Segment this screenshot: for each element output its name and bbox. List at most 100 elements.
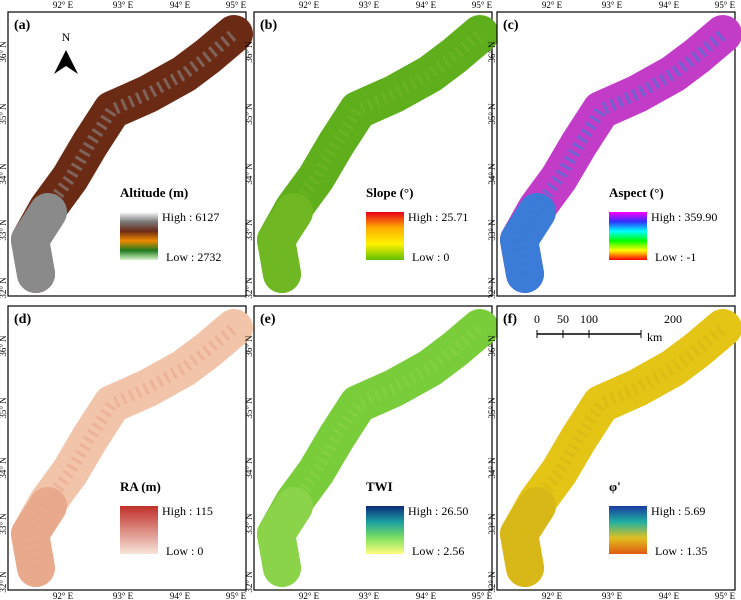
study-area-texture — [269, 323, 484, 570]
color-ramp — [120, 506, 158, 554]
legend-title: Aspect (°) — [609, 185, 664, 200]
panel-label: (d) — [14, 312, 31, 327]
lon-tick-label: 94° E — [416, 591, 437, 600]
color-ramp — [366, 212, 404, 260]
lat-tick-label: 36° N — [487, 335, 497, 357]
study-area-texture — [23, 323, 238, 570]
lon-tick-label: 93° E — [113, 591, 134, 600]
lon-tick-label: 94° E — [659, 591, 680, 600]
lat-tick-label: 32° N — [487, 277, 497, 299]
lat-tick-label: 34° N — [0, 163, 8, 185]
lon-tick-label: 95° E — [715, 0, 736, 10]
legend-title: TWI — [366, 479, 393, 494]
lon-tick-label: 95° E — [472, 591, 493, 600]
lon-tick-label: 92° E — [53, 0, 74, 10]
lon-tick-label: 95° E — [226, 0, 247, 10]
panel-label: (e) — [260, 312, 276, 327]
study-area-texture — [512, 29, 727, 276]
lat-tick-label: 34° N — [244, 163, 254, 185]
legend-low: Low : -1 — [655, 250, 696, 264]
lat-tick-label: 33° N — [0, 513, 8, 535]
legend-high: High : 115 — [162, 504, 213, 518]
scale-label: 0 — [534, 312, 540, 326]
panel-label: (f) — [503, 312, 517, 327]
study-area-texture — [269, 29, 484, 276]
lat-tick-label: 35° N — [244, 397, 254, 419]
legend-low: Low : 1.35 — [655, 544, 707, 558]
legend-high: High : 25.71 — [408, 210, 468, 224]
lat-tick-label: 34° N — [244, 457, 254, 479]
lat-tick-label: 33° N — [487, 219, 497, 241]
lat-tick-label: 32° N — [487, 571, 497, 593]
lon-tick-label: 92° E — [53, 591, 74, 600]
lon-tick-label: 94° E — [170, 591, 191, 600]
lat-tick-label: 35° N — [487, 397, 497, 419]
study-area-texture — [512, 323, 727, 570]
scale-label: 200 — [664, 312, 682, 326]
lat-tick-label: 32° N — [0, 571, 8, 593]
lat-tick-label: 34° N — [487, 163, 497, 185]
lat-tick-label: 33° N — [244, 513, 254, 535]
legend-low: Low : 0 — [412, 250, 449, 264]
lon-tick-label: 95° E — [472, 0, 493, 10]
legend-high: High : 359.90 — [651, 210, 717, 224]
color-ramp — [120, 212, 158, 260]
lat-tick-label: 35° N — [244, 103, 254, 125]
lat-tick-label: 36° N — [244, 41, 254, 63]
lon-tick-label: 94° E — [170, 0, 191, 10]
lat-tick-label: 35° N — [487, 103, 497, 125]
lat-tick-label: 33° N — [0, 219, 8, 241]
lat-tick-label: 32° N — [0, 277, 8, 299]
legend-low: Low : 0 — [166, 544, 203, 558]
lon-tick-label: 92° E — [299, 0, 320, 10]
lon-tick-label: 93° E — [359, 0, 380, 10]
lat-tick-label: 32° N — [244, 277, 254, 299]
lat-tick-label: 36° N — [0, 41, 8, 63]
lat-tick-label: 35° N — [0, 397, 8, 419]
lon-tick-label: 92° E — [542, 591, 563, 600]
lat-tick-label: 34° N — [487, 457, 497, 479]
scale-label: 100 — [580, 312, 598, 326]
legend-title: Altitude (m) — [120, 185, 188, 200]
north-arrow — [54, 50, 78, 74]
legend-high: High : 5.69 — [651, 504, 705, 518]
lon-tick-label: 93° E — [602, 591, 623, 600]
map-panel: (b) Slope (°) High : 25.71 Low : 0 92° E 93° … — [244, 0, 499, 299]
lon-tick-label: 92° E — [299, 591, 320, 600]
lon-tick-label: 95° E — [715, 591, 736, 600]
lon-tick-label: 92° E — [542, 0, 563, 10]
scale-label: 50 — [557, 312, 569, 326]
study-area-texture — [23, 29, 238, 276]
north-label: N — [62, 30, 71, 44]
legend-title: Slope (°) — [366, 185, 413, 200]
scale-unit: km — [647, 330, 663, 344]
lat-tick-label: 36° N — [0, 335, 8, 357]
lon-tick-label: 94° E — [659, 0, 680, 10]
panel-label: (a) — [14, 18, 31, 33]
lon-tick-label: 93° E — [602, 0, 623, 10]
panel-label: (c) — [503, 18, 519, 33]
lon-tick-label: 94° E — [416, 0, 437, 10]
legend-title: φ' — [609, 479, 621, 494]
map-panel: (f) φ' High : 5.69 Low : 1.35 92° E 93° E 94° … — [487, 305, 741, 600]
lon-tick-label: 95° E — [226, 591, 247, 600]
lat-tick-label: 33° N — [244, 219, 254, 241]
map-panel: (e) TWI High : 26.50 Low : 2.56 92° E 93° E 94… — [244, 305, 499, 600]
lat-tick-label: 36° N — [487, 41, 497, 63]
lat-tick-label: 35° N — [0, 103, 8, 125]
color-ramp — [609, 212, 647, 260]
legend-high: High : 26.50 — [408, 504, 468, 518]
lat-tick-label: 36° N — [244, 335, 254, 357]
lat-tick-label: 33° N — [487, 513, 497, 535]
color-ramp — [366, 506, 404, 554]
lon-tick-label: 93° E — [359, 591, 380, 600]
legend-title: RA (m) — [120, 479, 161, 494]
color-ramp — [609, 506, 647, 554]
map-panel: (d) RA (m)High : 115 Low : 0 92° E 93° E 94° … — [0, 305, 253, 600]
legend-high: High : 6127 — [162, 210, 219, 224]
lon-tick-label: 93° E — [113, 0, 134, 10]
map-panel: (a) Altitude (m) High : 6127 Low : 2732 92° … — [0, 0, 253, 299]
lat-tick-label: 34° N — [0, 457, 8, 479]
legend-low: Low : 2732 — [166, 250, 221, 264]
